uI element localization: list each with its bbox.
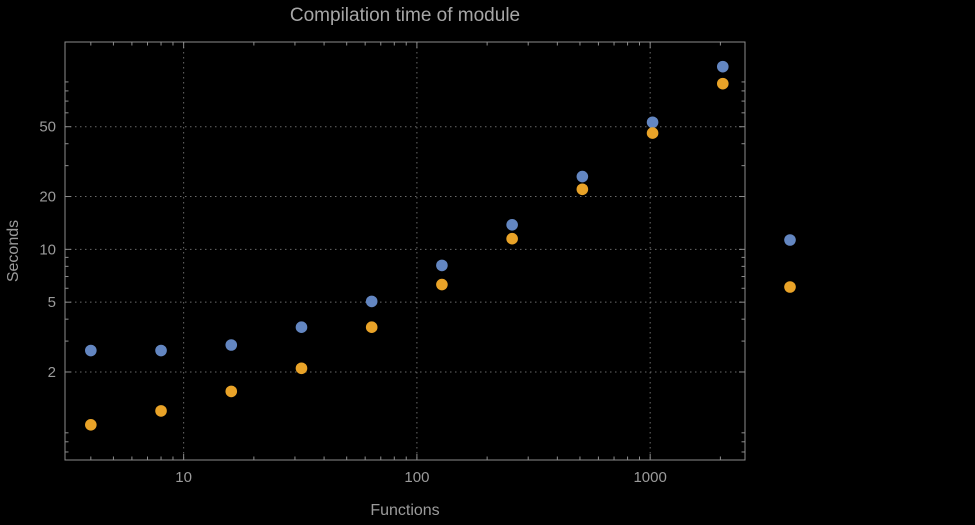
y-tick-label: 50 bbox=[39, 119, 56, 136]
data-point-series-1 bbox=[155, 344, 167, 357]
data-point-series-2 bbox=[716, 77, 729, 90]
y-tick-label: 2 bbox=[48, 364, 56, 381]
data-point-series-1 bbox=[436, 259, 448, 272]
y-tick-label: 10 bbox=[39, 241, 56, 258]
data-point-series-1 bbox=[295, 321, 308, 333]
y-tick-label: 20 bbox=[39, 189, 56, 206]
data-point-series-2 bbox=[365, 321, 378, 333]
data-point-series-1 bbox=[646, 116, 659, 129]
data-point-series-2 bbox=[85, 418, 97, 431]
y-tick-label: 5 bbox=[48, 294, 56, 311]
data-point-series-1 bbox=[365, 295, 378, 308]
legend-marker-series-2 bbox=[784, 281, 796, 293]
data-point-series-2 bbox=[506, 232, 518, 245]
data-point-series-2 bbox=[436, 278, 448, 291]
x-axis-label: Functions bbox=[370, 502, 440, 519]
data-point-series-2 bbox=[576, 183, 589, 196]
data-point-series-2 bbox=[646, 127, 659, 139]
data-point-series-2 bbox=[295, 362, 308, 375]
x-tick-label: 10 bbox=[175, 469, 192, 486]
x-tick-label: 100 bbox=[404, 469, 429, 486]
plot-frame bbox=[64, 41, 746, 461]
data-point-series-1 bbox=[225, 339, 238, 351]
x-tick-label: 1000 bbox=[633, 469, 666, 486]
data-point-series-2 bbox=[225, 385, 238, 398]
data-point-series-1 bbox=[506, 219, 518, 231]
data-point-series-1 bbox=[716, 60, 729, 73]
data-point-series-1 bbox=[576, 170, 589, 183]
data-point-series-2 bbox=[155, 405, 167, 417]
chart-title: Compilation time of module bbox=[289, 5, 521, 26]
data-point-series-1 bbox=[85, 344, 97, 357]
legend-marker-series-1 bbox=[784, 234, 796, 246]
